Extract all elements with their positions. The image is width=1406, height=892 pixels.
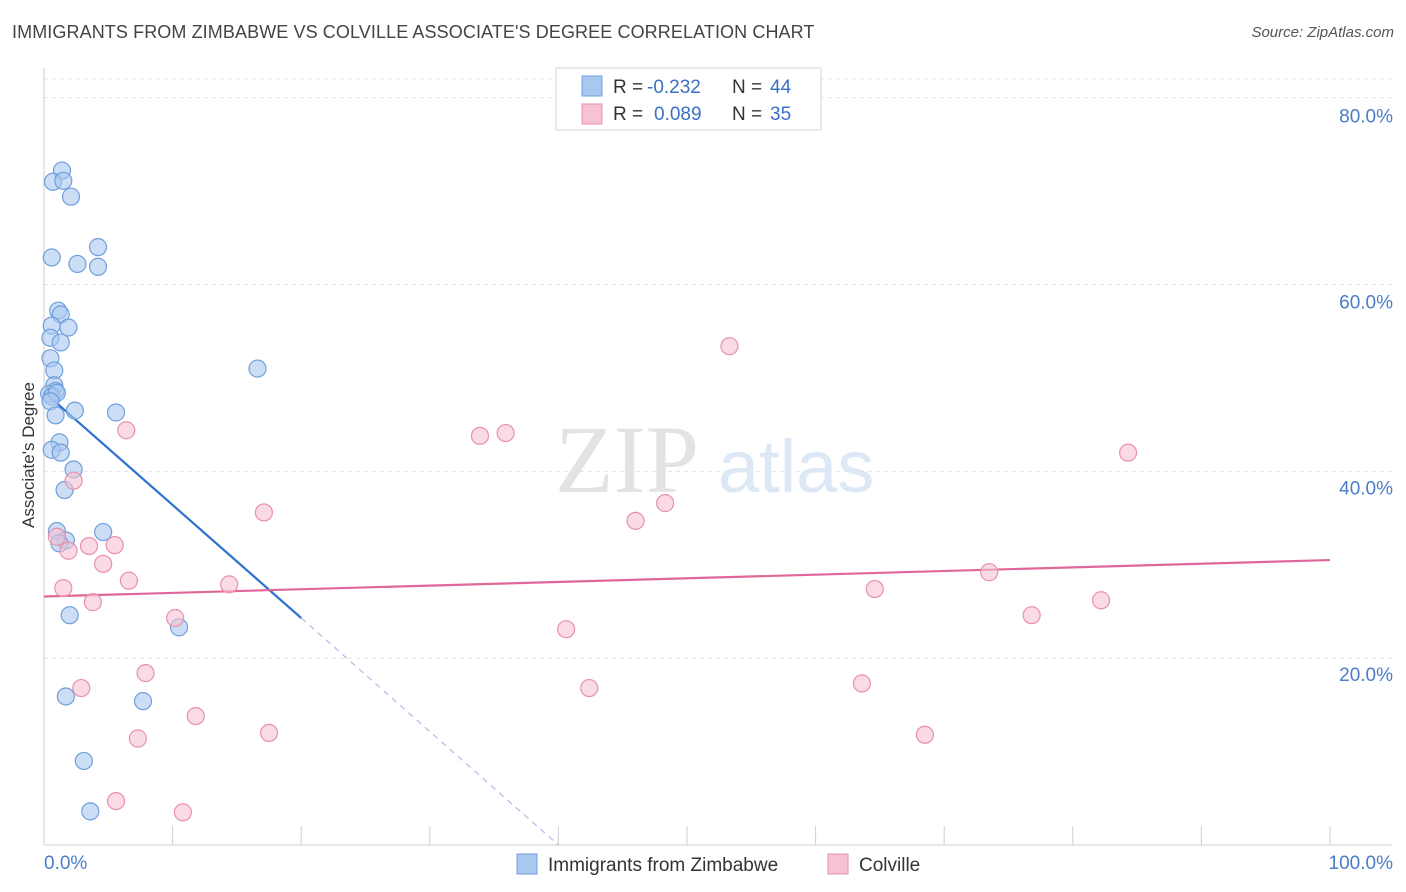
trend-line-zimbabwe (43, 391, 302, 619)
bottom-legend-swatch-pink (827, 853, 849, 875)
grid-lines (44, 78, 1392, 659)
point-colville-13 (94, 554, 113, 573)
point-colville-17 (54, 579, 73, 598)
point-colville-3 (496, 423, 515, 443)
point-zimbabwe-16 (248, 359, 267, 378)
point-zimbabwe-5 (88, 238, 108, 257)
y-tick-label-40: 40.0% (1339, 478, 1393, 499)
point-colville-15 (119, 571, 138, 590)
point-zimbabwe-39 (74, 751, 93, 771)
legend-r-value-2: 0.089 (654, 104, 702, 125)
point-colville-31 (915, 725, 935, 744)
point-colville-23 (557, 620, 576, 639)
point-zimbabwe-35 (60, 606, 79, 625)
point-zimbabwe-2 (54, 171, 73, 190)
legend-swatch-blue (581, 75, 603, 97)
y-tick-label-60: 60.0% (1339, 293, 1393, 314)
point-zimbabwe-37 (56, 687, 75, 706)
series-legend: Immigrants from Zimbabwe Colville (516, 853, 920, 876)
point-colville-18 (865, 579, 884, 599)
point-zimbabwe-7 (88, 257, 108, 276)
y-tick-label-80: 80.0% (1339, 107, 1393, 128)
point-zimbabwe-25 (46, 406, 65, 425)
point-colville-11 (105, 536, 124, 555)
legend-n-value-1: 44 (770, 77, 792, 98)
legend-swatch-pink (581, 103, 603, 125)
point-zimbabwe-38 (133, 692, 153, 711)
legend-n-label-1: N = (732, 77, 762, 98)
point-colville-30 (259, 723, 279, 743)
point-zimbabwe-40 (81, 802, 100, 821)
point-colville-20 (1091, 591, 1111, 610)
point-zimbabwe-24 (106, 403, 126, 422)
legend-n-value-2: 35 (770, 104, 791, 125)
point-colville-19 (83, 593, 102, 612)
point-zimbabwe-23 (65, 401, 84, 420)
point-zimbabwe-28 (51, 443, 70, 462)
point-colville-7 (656, 494, 675, 513)
legend-r-label-2: R = (613, 104, 643, 125)
point-colville-27 (852, 674, 871, 693)
point-colville-21 (1022, 606, 1041, 625)
point-colville-28 (186, 706, 205, 726)
point-colville-0 (720, 337, 739, 356)
point-colville-14 (980, 563, 999, 582)
legend-n-label-2: N = (732, 104, 762, 125)
bottom-legend-label-1: Immigrants from Zimbabwe (548, 855, 778, 876)
point-zimbabwe-11 (59, 318, 78, 337)
point-colville-10 (79, 536, 99, 556)
point-colville-32 (106, 791, 126, 811)
point-colville-8 (626, 511, 645, 530)
chart-title: IMMIGRANTS FROM ZIMBABWE VS COLVILLE ASS… (12, 22, 815, 42)
point-colville-1 (117, 421, 136, 440)
point-colville-2 (470, 426, 490, 445)
point-zimbabwe-6 (68, 254, 87, 274)
trend-line-colville (43, 558, 1331, 598)
watermark-zip: ZIP (555, 406, 699, 513)
x-tick-label-max: 100.0% (1329, 853, 1394, 874)
trend-line-zimbabwe-extension (300, 617, 559, 846)
point-colville-26 (580, 678, 599, 698)
point-colville-33 (173, 803, 192, 822)
point-colville-6 (254, 503, 274, 522)
data-points (40, 161, 1138, 822)
point-colville-4 (1118, 443, 1138, 462)
point-colville-16 (220, 575, 239, 594)
bottom-legend-swatch-blue (516, 853, 538, 875)
point-colville-29 (128, 729, 147, 748)
legend-r-label-1: R = (613, 77, 643, 98)
point-zimbabwe-3 (61, 187, 81, 206)
trend-lines (43, 391, 1331, 846)
point-colville-5 (64, 471, 83, 490)
point-zimbabwe-4 (42, 248, 61, 267)
axes: 20.0% 40.0% 60.0% 80.0% 0.0% 100.0% (43, 68, 1394, 874)
y-axis-label: Associate's Degree (19, 382, 38, 528)
point-colville-22 (166, 608, 185, 628)
y-tick-label-20: 20.0% (1339, 665, 1393, 686)
point-colville-9 (47, 527, 66, 546)
stats-legend: R = -0.232 N = 44 R = 0.089 N = 35 (555, 67, 822, 131)
legend-r-value-1: -0.232 (647, 77, 701, 98)
bottom-legend-label-2: Colville (859, 855, 920, 876)
point-zimbabwe-32 (94, 522, 113, 542)
point-colville-25 (72, 678, 91, 698)
point-colville-12 (59, 541, 78, 560)
point-zimbabwe-13 (51, 333, 70, 352)
x-tick-label-min: 0.0% (44, 853, 87, 874)
point-colville-24 (136, 664, 155, 683)
watermark-atlas: atlas (718, 425, 874, 508)
source-label: Source: ZipAtlas.com (1251, 24, 1394, 41)
